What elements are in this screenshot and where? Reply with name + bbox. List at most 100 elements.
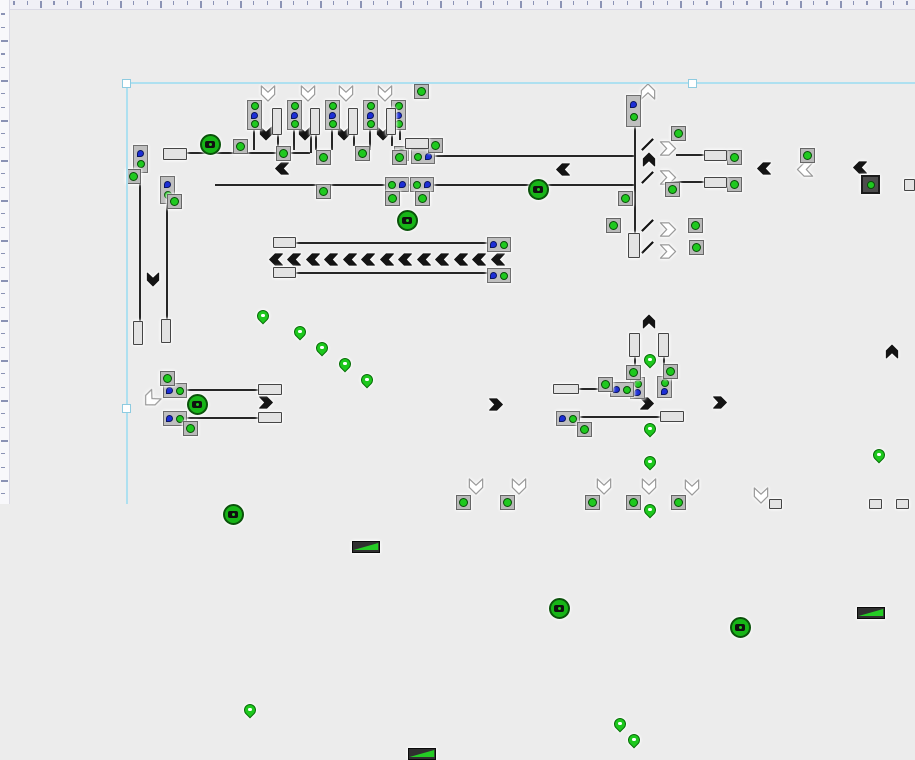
status-light-icon[interactable] — [414, 84, 429, 99]
status-light-icon[interactable] — [689, 240, 704, 255]
conveyor-line[interactable] — [369, 128, 371, 150]
flow-arrow-icon[interactable] — [640, 396, 655, 412]
flow-arrow-icon[interactable] — [258, 126, 274, 141]
conveyor-segment[interactable] — [553, 384, 579, 394]
conveyor-segment[interactable] — [310, 108, 320, 135]
conveyor-segment[interactable] — [258, 384, 282, 395]
location-pin-icon[interactable] — [360, 373, 373, 389]
location-pin-icon[interactable] — [315, 341, 328, 357]
conveyor-segment[interactable] — [258, 412, 282, 423]
signal-box-icon[interactable] — [410, 177, 434, 192]
diverter-switch-icon[interactable] — [639, 218, 656, 233]
conveyor-line[interactable] — [672, 181, 705, 183]
flow-arrow-icon[interactable] — [489, 397, 504, 413]
conveyor-segment[interactable] — [272, 108, 282, 135]
signal-box-icon[interactable] — [163, 383, 187, 398]
status-light-icon[interactable] — [727, 177, 742, 192]
conveyor-line[interactable] — [331, 128, 333, 150]
flow-arrow-icon[interactable] — [306, 252, 321, 268]
status-light-icon[interactable] — [316, 184, 331, 199]
camera-status-icon[interactable] — [730, 617, 751, 638]
conveyor-segment[interactable] — [163, 148, 187, 160]
status-light-icon[interactable] — [727, 150, 742, 165]
flow-arrow-outline-icon[interactable] — [753, 486, 769, 505]
status-light-icon[interactable] — [316, 150, 331, 165]
flow-arrow-icon[interactable] — [435, 252, 450, 268]
conveyor-segment[interactable] — [704, 150, 727, 161]
ramp-icon[interactable] — [408, 748, 436, 760]
conveyor-line[interactable] — [295, 242, 488, 244]
conveyor-line[interactable] — [663, 355, 665, 365]
status-light-icon[interactable] — [233, 139, 248, 154]
signal-box-icon[interactable] — [385, 177, 409, 192]
flow-arrow-outline-icon[interactable] — [511, 477, 527, 496]
conveyor-line[interactable] — [186, 417, 259, 419]
signal-box-icon[interactable] — [626, 95, 641, 127]
signal-box-icon[interactable] — [487, 268, 511, 283]
flow-arrow-outline-icon[interactable] — [338, 84, 354, 103]
selection-handle[interactable] — [688, 79, 697, 88]
conveyor-segment[interactable] — [405, 138, 429, 149]
flow-arrow-outline-icon[interactable] — [377, 84, 393, 103]
flow-arrow-outline-icon[interactable] — [596, 477, 612, 496]
conveyor-line[interactable] — [634, 127, 636, 233]
conveyor-line[interactable] — [580, 416, 661, 418]
flow-arrow-outline-icon[interactable] — [659, 141, 678, 157]
signal-box-icon[interactable] — [556, 411, 580, 426]
conveyor-segment[interactable] — [161, 319, 171, 343]
status-light-icon[interactable] — [428, 138, 443, 153]
flow-arrow-outline-icon[interactable] — [468, 477, 484, 496]
conveyor-line[interactable] — [295, 272, 488, 274]
flow-arrow-icon[interactable] — [324, 252, 339, 268]
flow-arrow-icon[interactable] — [259, 395, 274, 411]
conveyor-line[interactable] — [277, 135, 279, 146]
conveyor-line[interactable] — [166, 202, 168, 319]
flow-arrow-icon[interactable] — [269, 252, 284, 268]
flow-arrow-outline-icon[interactable] — [796, 162, 815, 178]
signal-box-icon[interactable] — [133, 145, 148, 173]
flow-arrow-icon[interactable] — [343, 252, 358, 268]
status-light-icon[interactable] — [276, 146, 291, 161]
location-pin-icon[interactable] — [643, 455, 656, 471]
conveyor-line[interactable] — [310, 129, 312, 153]
status-light-icon[interactable] — [626, 495, 641, 510]
signal-tower-icon[interactable] — [363, 100, 378, 130]
flow-arrow-icon[interactable] — [884, 344, 900, 359]
flow-arrow-icon[interactable] — [361, 252, 376, 268]
conveyor-line[interactable] — [353, 135, 355, 146]
signal-box-icon[interactable] — [163, 411, 187, 426]
status-light-icon[interactable] — [626, 365, 641, 380]
status-light-icon[interactable] — [415, 191, 430, 206]
flow-arrow-outline-icon[interactable] — [659, 222, 678, 238]
location-pin-icon[interactable] — [643, 422, 656, 438]
flow-arrow-outline-icon[interactable] — [260, 84, 276, 103]
flow-arrow-icon[interactable] — [853, 160, 868, 176]
camera-status-icon[interactable] — [223, 504, 244, 525]
conveyor-line[interactable] — [139, 171, 141, 321]
location-pin-icon[interactable] — [243, 703, 256, 719]
conveyor-line[interactable] — [434, 155, 634, 157]
signal-tower-icon[interactable] — [247, 100, 262, 130]
flow-arrow-outline-icon[interactable] — [139, 387, 164, 412]
flow-arrow-outline-icon[interactable] — [659, 244, 678, 260]
conveyor-segment[interactable] — [348, 108, 358, 135]
conveyor-segment[interactable] — [904, 179, 915, 191]
flow-arrow-outline-icon[interactable] — [300, 84, 316, 103]
signal-box-icon[interactable] — [657, 376, 672, 398]
flow-arrow-outline-icon[interactable] — [684, 478, 700, 497]
conveyor-segment[interactable] — [273, 267, 296, 278]
diverter-switch-icon[interactable] — [639, 170, 656, 185]
status-light-icon[interactable] — [800, 148, 815, 163]
flow-arrow-icon[interactable] — [417, 252, 432, 268]
conveyor-line[interactable] — [578, 388, 612, 390]
diverter-switch-icon[interactable] — [639, 240, 656, 255]
conveyor-line[interactable] — [186, 389, 259, 391]
flow-arrow-icon[interactable] — [472, 252, 487, 268]
location-pin-icon[interactable] — [627, 733, 640, 749]
flow-arrow-icon[interactable] — [145, 272, 161, 287]
conveyor-segment[interactable] — [386, 108, 396, 135]
conveyor-segment[interactable] — [704, 177, 727, 188]
status-light-icon[interactable] — [167, 194, 182, 209]
conveyor-segment[interactable] — [133, 321, 143, 345]
conveyor-line[interactable] — [315, 135, 317, 150]
